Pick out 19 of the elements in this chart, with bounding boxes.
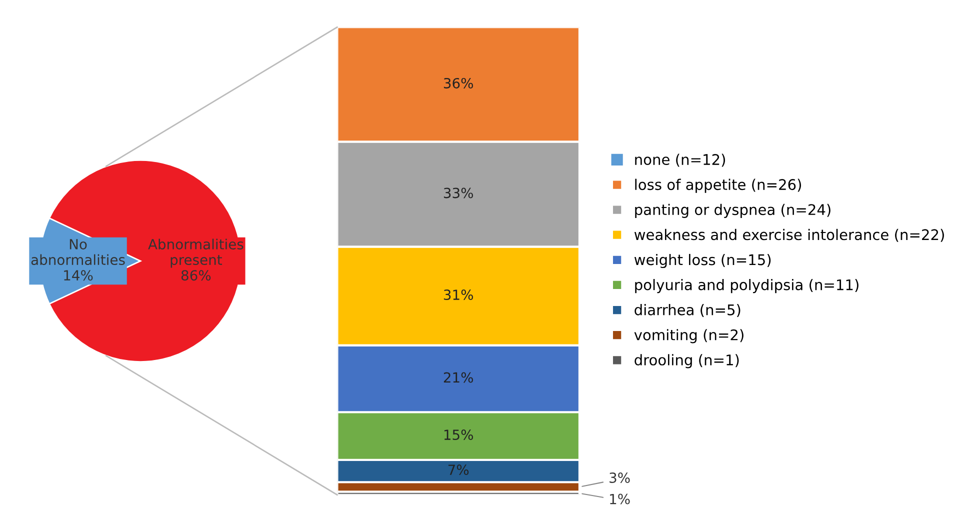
data-label: 7%: [448, 464, 469, 476]
data-label: 21%: [444, 372, 474, 383]
data-label: 31%: [444, 290, 474, 300]
data-label: 3%: [610, 472, 630, 483]
slice-label: Abnormalities present: [148, 238, 244, 268]
legend-label: vomiting (n=2): [634, 329, 744, 344]
legend-label: drooling (n=1): [634, 354, 739, 368]
legend-label: panting or dyspnea (n=24): [635, 204, 830, 218]
data-label: 86%: [181, 270, 211, 281]
legend-label: loss of appetite (n=26): [635, 178, 801, 193]
data-label: 15%: [444, 430, 474, 440]
legend-label: weight loss (n=15): [634, 254, 771, 268]
legend-label: none (n=12): [635, 154, 725, 167]
data-label: 33%: [444, 188, 474, 198]
legend-label: diarrhea (n=5): [634, 304, 740, 318]
data-label: 36%: [444, 78, 474, 88]
legend-label: weakness and exercise intolerance (n=22): [634, 228, 944, 242]
data-label: 1%: [610, 494, 630, 504]
legend-label: polyuria and polydipsia (n=11): [635, 278, 858, 294]
